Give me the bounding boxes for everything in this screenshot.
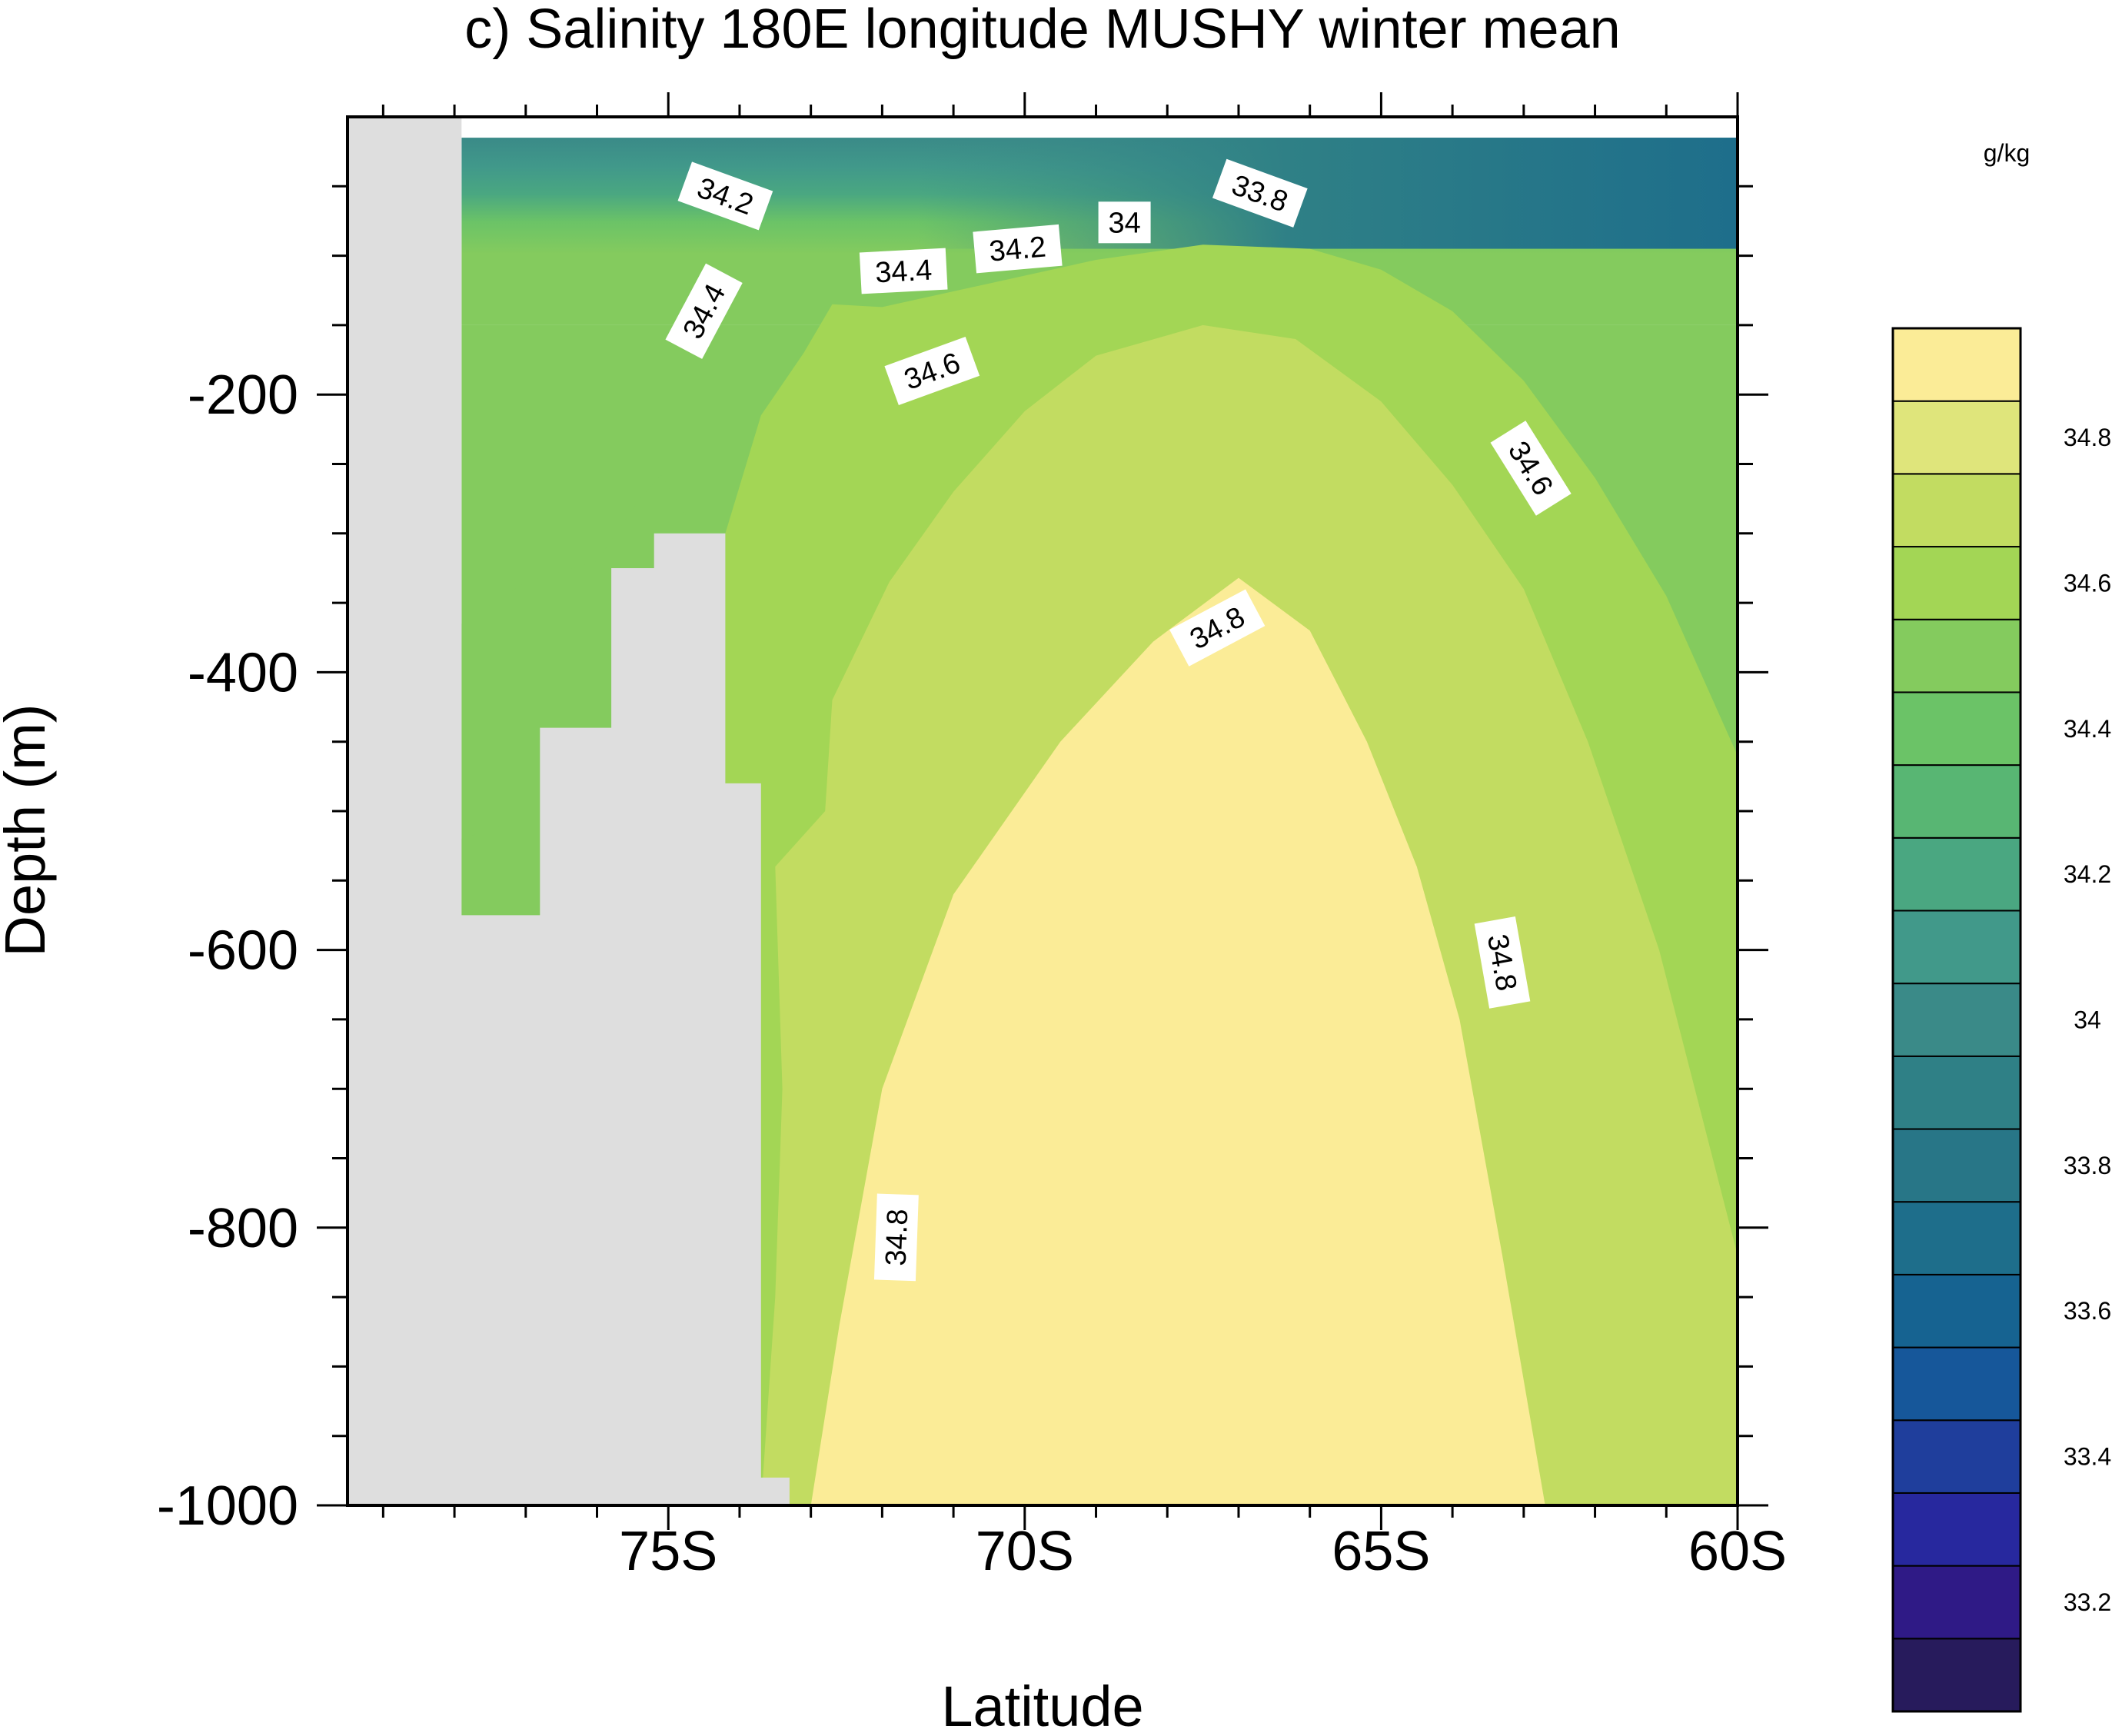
colorbar-swatch xyxy=(1892,910,2021,985)
colorbar-swatch xyxy=(1892,1128,2021,1203)
x-tick-label: 65S xyxy=(1332,1521,1430,1582)
contour-label-box xyxy=(973,224,1063,274)
contour-label-box xyxy=(1169,589,1266,667)
contour-label-box xyxy=(677,161,773,231)
colorbar-label: 34.8 xyxy=(2064,424,2111,451)
colorbar-swatch xyxy=(1892,1419,2021,1494)
contour-label-text: 34 xyxy=(1108,207,1140,239)
colorbar-swatch xyxy=(1892,1201,2021,1275)
colorbar-swatch xyxy=(1892,764,2021,839)
colorbar-label: 34.6 xyxy=(2064,569,2111,597)
contour-label-text: 34.8 xyxy=(880,1209,915,1266)
colorbar-swatch xyxy=(1892,546,2021,620)
y-tick-label: -600 xyxy=(188,920,298,982)
colorbar-label: 34.4 xyxy=(2064,715,2111,743)
contour-label-box xyxy=(1474,916,1531,1009)
contour-label-9: 34.8 xyxy=(1474,916,1531,1009)
colorbar-label: 33.4 xyxy=(2064,1443,2111,1471)
y-axis-ticks: -200 -400 -600 -800 -1000 xyxy=(157,185,1768,1537)
x-axis-ticks: 75S 70S 65S 60S xyxy=(381,92,1787,1582)
colorbar-swatch xyxy=(1892,1346,2021,1422)
colorbar-label: 34 xyxy=(2074,1006,2101,1034)
y-tick-label: -200 xyxy=(188,364,298,426)
contour-label-box xyxy=(1098,201,1151,244)
contour-label-box xyxy=(873,1193,919,1282)
x-tick-label: 60S xyxy=(1688,1521,1787,1582)
colorbar-swatch xyxy=(1892,983,2021,1057)
contour-label-10: 34.8 xyxy=(873,1193,919,1282)
colorbar-swatch xyxy=(1892,836,2021,912)
contour-label-box xyxy=(884,336,980,406)
contour-label-text: 34.2 xyxy=(988,231,1047,268)
contour-label-box xyxy=(1490,421,1572,516)
land-mask xyxy=(348,117,790,1505)
x-tick-label: 75S xyxy=(619,1521,717,1582)
plot-area: 34.234.23433.834.434.434.634.634.834.834… xyxy=(346,115,1739,1507)
colorbar-swatch xyxy=(1892,400,2021,475)
contour-label-box xyxy=(665,263,743,359)
contour-label-2: 34 xyxy=(1098,201,1151,244)
chart-title: c) Salinity 180E longitude MUSHY winter … xyxy=(464,0,1620,60)
colorbar-label: 33.2 xyxy=(2064,1588,2111,1616)
band-34.85 xyxy=(810,577,1545,1505)
colorbar-frame xyxy=(1891,327,2022,1713)
colorbar-swatch xyxy=(1892,473,2021,548)
colorbar-swatch xyxy=(1892,1638,2021,1712)
contour-label-box xyxy=(859,248,948,294)
contour-label-text: 34.4 xyxy=(874,254,933,290)
colorbar-swatch xyxy=(1892,691,2021,767)
contour-label-5: 34.4 xyxy=(859,248,948,294)
contour-label-box xyxy=(1212,158,1308,228)
contour-label-1: 34.2 xyxy=(973,224,1063,274)
colorbar-swatch xyxy=(1892,328,2021,402)
colorbar-swatch xyxy=(1892,1492,2021,1567)
x-axis-label: Latitude xyxy=(941,1674,1143,1736)
colorbar-swatch xyxy=(1892,1055,2021,1130)
colorbar-swatch xyxy=(1892,618,2021,693)
colorbar-label: 34.2 xyxy=(2064,860,2111,888)
colorbar-label: 33.8 xyxy=(2064,1152,2111,1179)
x-tick-label: 70S xyxy=(976,1521,1074,1582)
y-axis-label: Depth (m) xyxy=(0,704,57,957)
colorbar-swatch xyxy=(1892,1273,2021,1349)
y-tick-label: -1000 xyxy=(157,1475,298,1537)
colorbar-label: 33.6 xyxy=(2064,1297,2111,1325)
y-tick-label: -400 xyxy=(188,642,298,703)
y-tick-label: -800 xyxy=(188,1198,298,1259)
colorbar-swatch xyxy=(1892,1565,2021,1640)
colorbar: 33.2 33.4 33.6 33.8 34 34.2 34.4 34.6 34.8 xyxy=(1891,327,2111,1713)
colorbar-units: g/kg xyxy=(1984,139,2030,167)
